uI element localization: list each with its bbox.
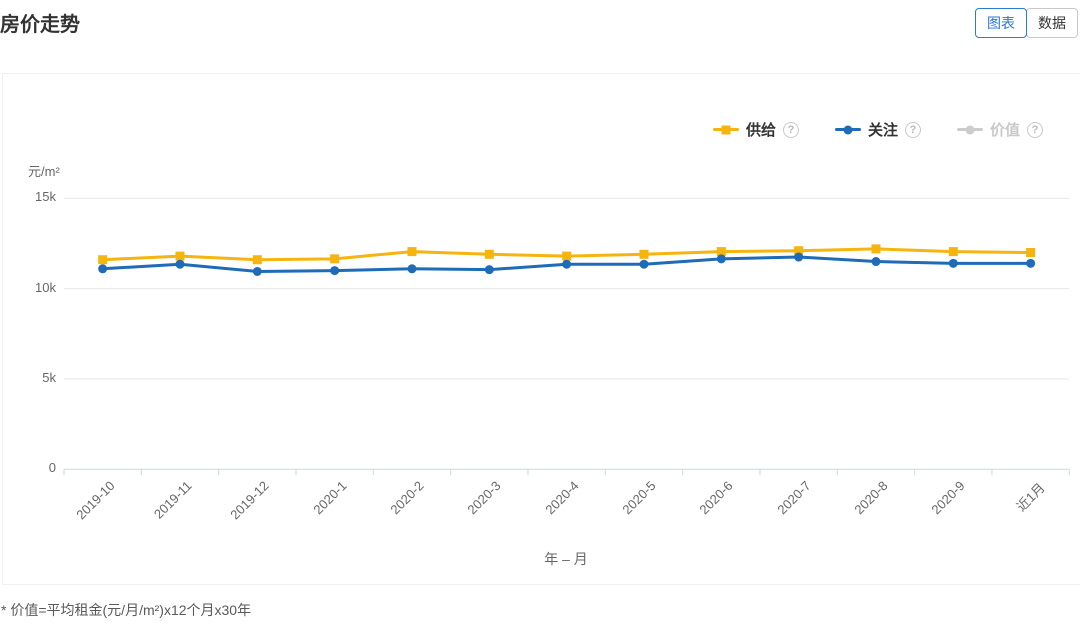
legend-label: 价值: [989, 122, 1020, 139]
legend-label: 关注: [867, 122, 898, 139]
chart-panel: [2, 73, 1080, 585]
help-icon[interactable]: ?: [782, 121, 799, 138]
attention-line-marker-icon: [834, 125, 861, 134]
tab-chart[interactable]: 图表: [975, 8, 1027, 38]
view-toggle: 图表 数据: [975, 8, 1078, 38]
legend-item-value[interactable]: 价值 ?: [956, 119, 1043, 140]
help-icon[interactable]: ?: [1027, 121, 1043, 138]
page-title: 房价走势: [0, 14, 80, 36]
legend-label: 供给: [745, 122, 776, 139]
legend-item-supply[interactable]: 供给 ?: [712, 119, 799, 140]
x-axis-title: 年 – 月: [544, 551, 588, 567]
value-line-marker-icon: [956, 125, 983, 134]
tab-data[interactable]: 数据: [1026, 8, 1078, 38]
chart-legend: 供给 ? 关注 ? 价值 ?: [712, 119, 1043, 140]
legend-item-attention[interactable]: 关注 ?: [834, 119, 921, 140]
footnote: * 价值=平均租金(元/月/m²)x12个月x30年: [1, 602, 252, 618]
help-icon[interactable]: ?: [904, 121, 921, 138]
y-axis-unit-label: 元/m²: [28, 164, 60, 179]
supply-line-marker-icon: [712, 125, 739, 134]
